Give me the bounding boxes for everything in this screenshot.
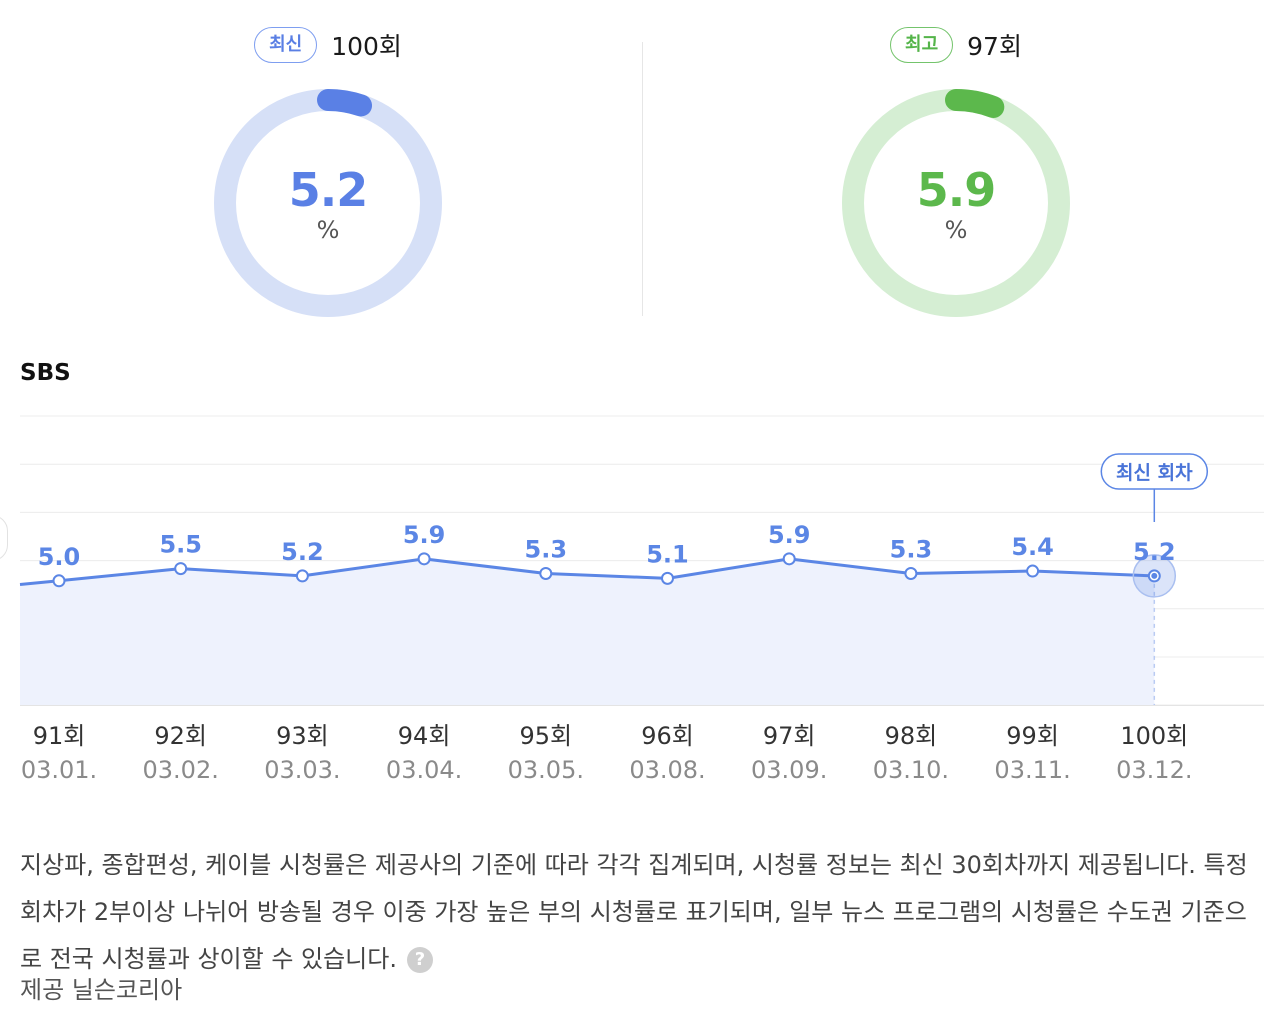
highest-gauge-ring [842,89,1070,317]
latest-rating-value: 5.2 [288,163,369,217]
callout-bubble [1100,453,1209,490]
highest-badge: 최고 [890,27,954,63]
x-tick-episode: 92회 [154,722,207,750]
x-tick-episode: 95회 [519,722,573,750]
latest-rating-gauge: 최신 100회 5.2 % [198,24,458,324]
data-point [904,566,918,580]
data-point [782,552,796,566]
highest-gauge-progress [842,89,1070,317]
x-tick-episode: 100회 [1120,722,1189,750]
highest-header: 최고 97회 [826,24,1086,66]
x-tick-date: 03.03. [264,756,341,784]
data-label: 5.4 [1011,533,1054,561]
data-point [417,552,431,566]
callout-label: 최신 회차 [1116,462,1193,484]
data-point [174,562,188,576]
data-label: 5.0 [38,543,81,571]
help-icon[interactable]: ? [406,947,433,973]
data-point [295,569,309,583]
x-tick-date: 03.11. [994,756,1071,784]
data-point [539,566,553,580]
x-tick-date: 03.10. [872,756,950,784]
x-tick-date: 03.09. [751,756,828,784]
data-point [661,571,674,585]
latest-gauge-ring [214,89,442,317]
data-label: 5.3 [890,535,933,563]
rating-note: 지상파, 종합편성, 케이블 시청률은 제공사의 기준에 따라 각각 집계되며,… [20,842,1260,983]
x-tick-episode: 99회 [1006,722,1059,750]
latest-gauge-progress [214,89,442,317]
area-fill [20,558,1155,705]
data-source: 제공 닐슨코리아 [20,976,183,1004]
x-tick-date: 03.02. [142,756,219,784]
latest-badge: 최신 [254,27,318,63]
latest-rating-unit: % [316,216,340,244]
highest-episode: 97회 [967,32,1022,61]
data-label: 5.5 [159,531,202,559]
data-point-core [1151,572,1158,579]
x-tick-episode: 97회 [762,722,816,750]
x-tick-date: 03.05. [507,756,584,784]
highest-rating-gauge: 최고 97회 5.9 % [826,24,1086,324]
chart-title: SBS [20,360,71,386]
data-label: 5.3 [525,535,568,563]
gauge-divider [642,42,643,316]
data-point [1026,564,1040,578]
x-tick-episode: 98회 [884,722,938,750]
x-tick-episode: 91회 [32,722,86,750]
highest-rating-unit: % [944,216,968,244]
data-point [52,574,66,588]
data-label: 5.2 [281,538,324,566]
latest-header: 최신 100회 [198,24,458,66]
x-tick-episode: 93회 [276,722,329,750]
x-tick-date: 03.04. [385,756,463,784]
data-label: 5.9 [403,521,446,549]
x-tick-date: 03.12. [1116,756,1193,784]
latest-episode: 100회 [331,32,402,61]
data-label: 5.2 [1133,538,1176,566]
highest-rating-value: 5.9 [916,163,997,217]
rating-note-text: 지상파, 종합편성, 케이블 시청률은 제공사의 기준에 따라 각각 집계되며,… [20,851,1248,973]
x-tick-episode: 94회 [397,722,451,750]
data-label: 5.1 [646,540,689,568]
x-tick-episode: 96회 [641,722,694,750]
rating-line-chart: 최신 회차 5.0 5.5 5.2 5.9 5.3 5.1 5.9 5.3 5.4 5.2 [19,415,1264,706]
data-label: 5.9 [768,521,811,549]
x-tick-date: 03.08. [629,756,706,784]
x-tick-date: 03.01. [20,756,98,784]
